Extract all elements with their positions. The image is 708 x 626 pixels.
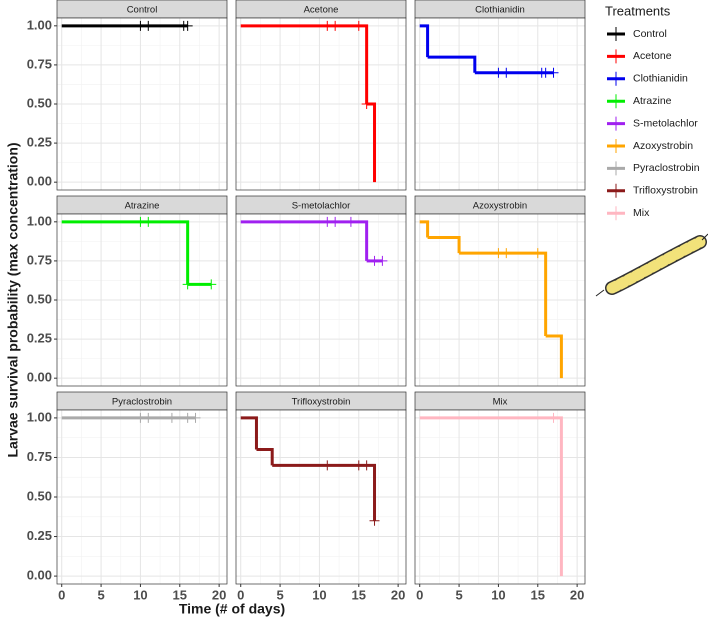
- censor-mark: [322, 460, 333, 471]
- panel-border: [56, 213, 228, 387]
- censor-mark: [369, 515, 380, 526]
- legend-label: Pyraclostrobin: [633, 162, 700, 174]
- y-tick-label: 1.00: [27, 17, 52, 32]
- survival-step: [240, 24, 369, 104]
- survival-step: [240, 220, 369, 261]
- survival-step: [419, 220, 430, 238]
- y-tick-label: 0.75: [27, 56, 52, 71]
- survival-step: [419, 24, 430, 58]
- legend-label: Control: [633, 28, 667, 40]
- y-tick-label: 1.00: [27, 213, 52, 228]
- x-tick-label: 15: [173, 587, 187, 602]
- panel-border: [56, 409, 228, 585]
- survival-step: [419, 416, 563, 577]
- censor-mark: [330, 216, 341, 227]
- legend-title: Treatments: [605, 3, 671, 18]
- x-tick-label: 0: [237, 587, 244, 602]
- y-tick-label: 0.50: [27, 488, 52, 503]
- censor-mark: [182, 279, 193, 290]
- y-tick-label: 0.75: [27, 449, 52, 464]
- censor-mark: [501, 248, 512, 259]
- panel-border: [414, 409, 586, 585]
- legend-label: Trifloxystrobin: [633, 185, 698, 197]
- x-tick-label: 20: [391, 587, 405, 602]
- panel-border: [235, 17, 407, 191]
- facet-title: Clothianidin: [475, 5, 525, 16]
- censor-mark: [377, 255, 388, 266]
- y-tick-label: 0.00: [27, 174, 52, 189]
- censor-mark: [501, 67, 512, 78]
- legend-label: Clothianidin: [633, 73, 688, 85]
- y-tick-label: 0.25: [27, 528, 52, 543]
- censor-mark: [548, 67, 559, 78]
- censor-mark: [532, 248, 543, 259]
- x-tick-label: 5: [276, 587, 283, 602]
- legend-label: Atrazine: [633, 95, 672, 107]
- y-tick-label: 0.00: [27, 568, 52, 583]
- x-axis-title: Time (# of days): [179, 601, 285, 617]
- facet-title: Azoxystrobin: [473, 201, 527, 212]
- y-tick-label: 0.75: [27, 252, 52, 267]
- facet-title: Control: [127, 5, 158, 16]
- facet-title: Atrazine: [125, 201, 160, 212]
- censor-mark: [143, 216, 154, 227]
- facet-title: Acetone: [304, 5, 339, 16]
- facet-title: Pyraclostrobin: [112, 397, 172, 408]
- survival-step: [545, 334, 563, 379]
- y-tick-label: 0.25: [27, 135, 52, 150]
- survival-step: [272, 463, 377, 521]
- facet-title: S-metolachlor: [292, 201, 351, 212]
- panel-border: [56, 17, 228, 191]
- panel-border: [414, 213, 586, 387]
- survival-step: [240, 416, 258, 450]
- legend-label: S-metolachlor: [633, 117, 698, 129]
- y-tick-label: 1.00: [27, 409, 52, 424]
- x-tick-label: 5: [97, 587, 104, 602]
- facet-title: Mix: [493, 397, 508, 408]
- y-axis-title: Larvae survival probability (max concent…: [5, 142, 21, 457]
- survival-step: [256, 448, 274, 466]
- x-tick-label: 20: [570, 587, 584, 602]
- x-tick-label: 15: [531, 587, 545, 602]
- survival-step: [427, 235, 461, 254]
- censor-mark: [361, 99, 372, 109]
- survival-step: [459, 251, 548, 336]
- legend-label: Mix: [633, 207, 650, 219]
- x-tick-label: 0: [416, 587, 423, 602]
- censor-mark: [143, 412, 154, 423]
- legend-label: Azoxystrobin: [633, 140, 693, 152]
- y-tick-label: 0.50: [27, 95, 52, 110]
- facet-title: Trifloxystrobin: [292, 397, 351, 408]
- legend-label: Acetone: [633, 50, 672, 62]
- y-tick-label: 0.50: [27, 291, 52, 306]
- x-tick-label: 0: [58, 587, 65, 602]
- y-tick-label: 0.25: [27, 331, 52, 346]
- panel-border: [414, 17, 586, 191]
- x-tick-label: 10: [133, 587, 147, 602]
- x-tick-label: 10: [312, 587, 326, 602]
- censor-mark: [143, 20, 154, 31]
- x-tick-label: 15: [352, 587, 366, 602]
- caterpillar-icon: [595, 233, 708, 297]
- x-tick-label: 5: [455, 587, 462, 602]
- survival-step: [427, 55, 477, 73]
- survival-step: [61, 220, 190, 285]
- censor-mark: [330, 20, 341, 31]
- censor-mark: [206, 279, 217, 290]
- censor-mark: [353, 20, 364, 31]
- y-tick-label: 0.00: [27, 370, 52, 385]
- censor-mark: [166, 412, 177, 423]
- censor-mark: [190, 412, 201, 423]
- panel-border: [235, 213, 407, 387]
- censor-mark: [548, 412, 559, 423]
- censor-mark: [361, 460, 372, 471]
- x-tick-label: 20: [212, 587, 226, 602]
- censor-mark: [345, 216, 356, 227]
- panel-border: [235, 409, 407, 585]
- censor-mark: [182, 20, 193, 31]
- x-tick-label: 10: [491, 587, 505, 602]
